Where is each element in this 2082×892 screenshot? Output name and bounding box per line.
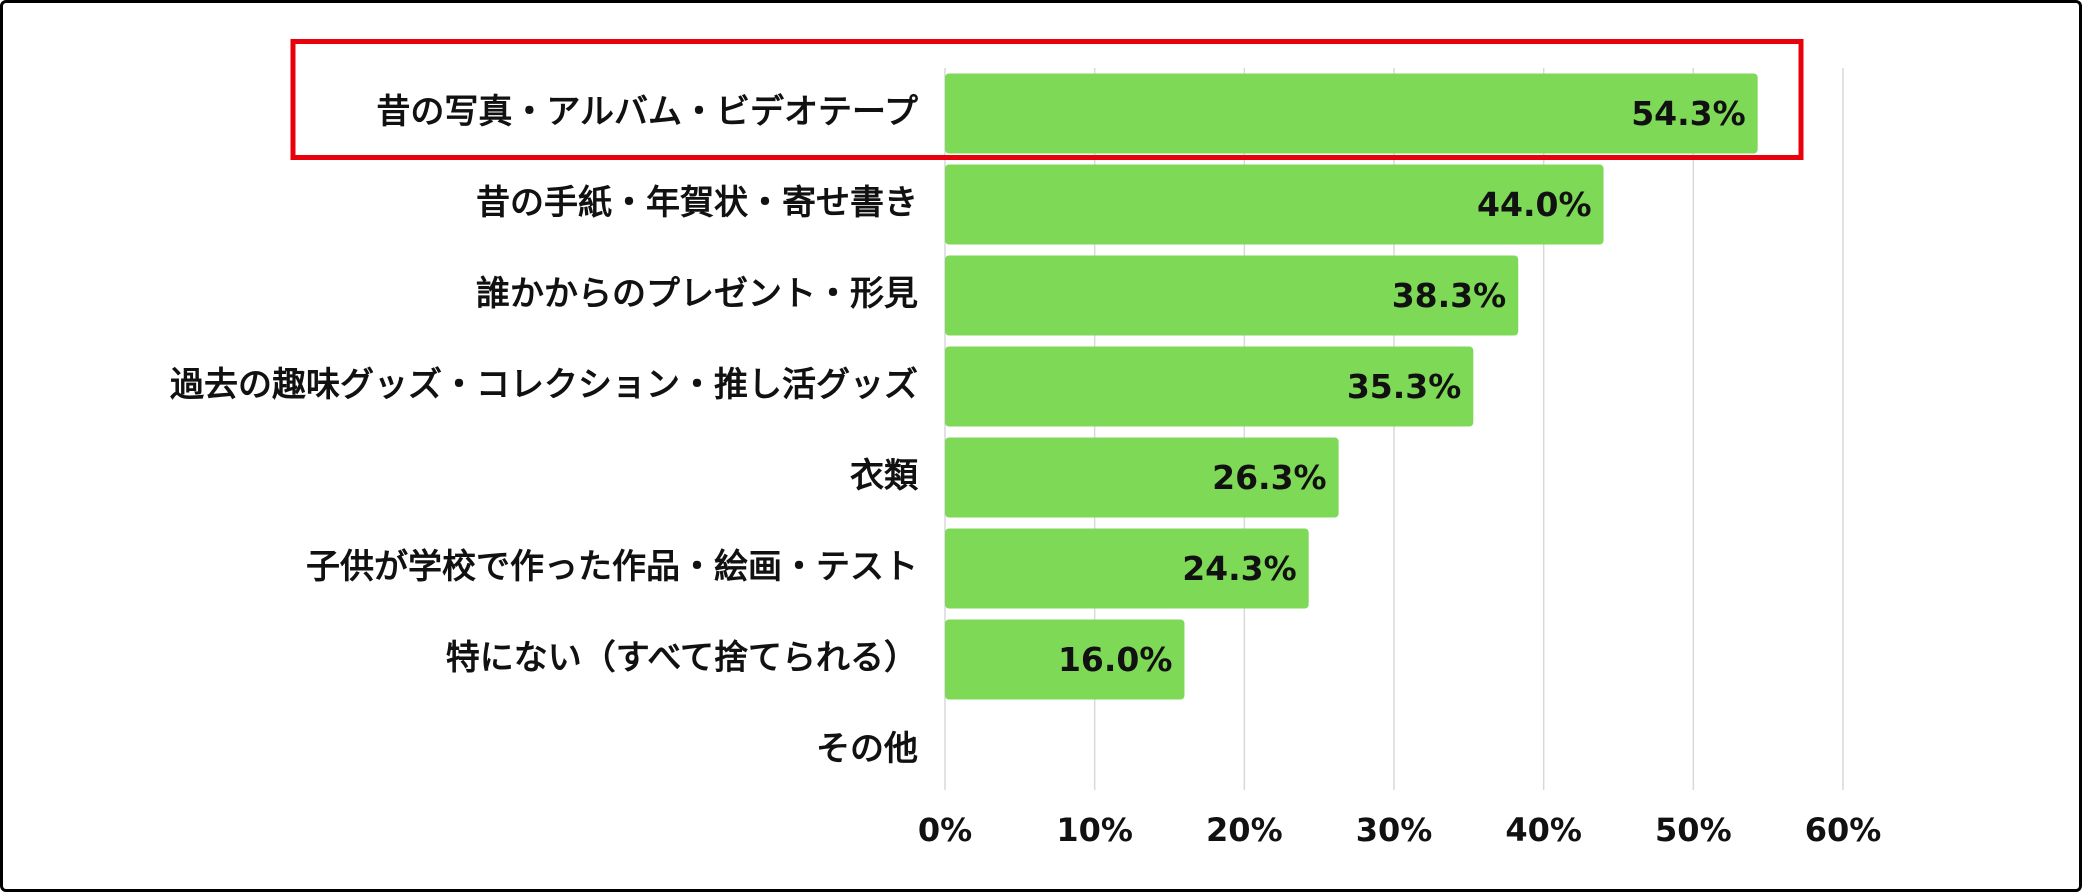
- x-tick-label: 0%: [918, 811, 972, 849]
- category-label: その他: [816, 729, 918, 769]
- bar: [945, 164, 1604, 245]
- value-label: 54.3%: [1631, 94, 1746, 133]
- x-tick-label: 10%: [1056, 811, 1133, 849]
- category-labels: 昔の写真・アルバム・ビデオテープ昔の手紙・年賀状・寄せ書き誰かからのプレゼント・…: [170, 92, 919, 769]
- value-labels: 54.3% 44.0% 38.3% 35.3% 26.3% 24.3% 16.0%: [1058, 94, 1746, 679]
- category-label: 過去の趣味グッズ・コレクション・推し活グッズ: [170, 365, 918, 405]
- value-label: 35.3%: [1347, 367, 1462, 406]
- value-label: 24.3%: [1182, 549, 1297, 588]
- x-tick-label: 30%: [1356, 811, 1433, 849]
- x-axis-ticks: 0% 10% 20% 30% 40% 50% 60%: [918, 811, 1881, 849]
- x-tick-label: 20%: [1206, 811, 1283, 849]
- highlight-layer: [290, 39, 1804, 160]
- x-tick-label: 60%: [1805, 811, 1882, 849]
- x-tick-label: 50%: [1655, 811, 1732, 849]
- value-label: 38.3%: [1392, 276, 1507, 315]
- category-label: 子供が学校で作った作品・絵画・テスト: [306, 547, 918, 587]
- bars: [945, 73, 1758, 700]
- category-label: 特にない（すべて捨てられる）: [446, 638, 918, 678]
- bar: [945, 73, 1758, 154]
- value-label: 16.0%: [1058, 640, 1173, 679]
- category-label: 衣類: [850, 456, 919, 496]
- x-tick-label: 40%: [1505, 811, 1582, 849]
- category-label: 昔の手紙・年賀状・寄せ書き: [476, 183, 918, 223]
- bar: [945, 528, 1309, 609]
- highlight-box: [290, 39, 1804, 160]
- category-label: 誰かからのプレゼント・形見: [476, 274, 918, 314]
- bar: [945, 619, 1185, 700]
- category-label: 昔の写真・アルバム・ビデオテープ: [376, 92, 918, 132]
- bar: [945, 255, 1519, 336]
- value-label: 26.3%: [1212, 458, 1327, 497]
- bar: [945, 346, 1474, 427]
- value-label: 44.0%: [1477, 185, 1592, 224]
- bar: [945, 437, 1339, 518]
